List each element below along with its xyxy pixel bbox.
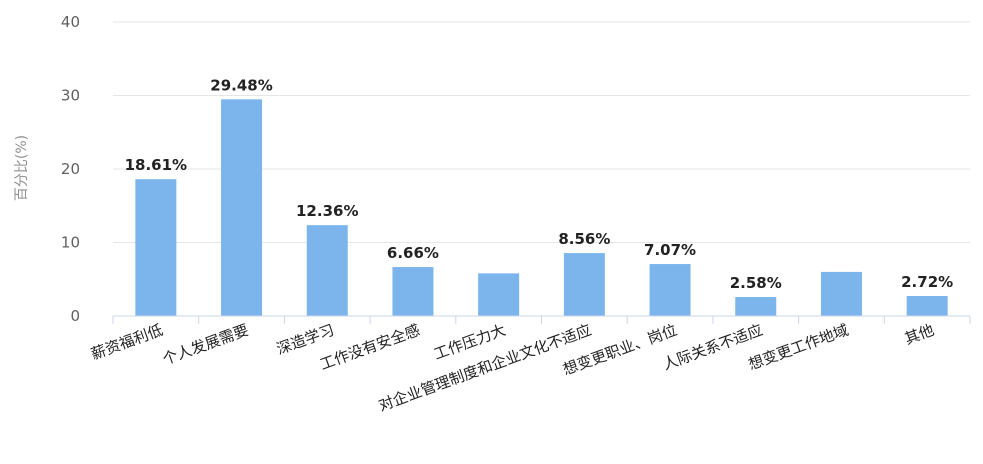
bar [306, 225, 348, 316]
x-category-label: 其他 [902, 321, 936, 348]
data-label: 8.56% [558, 230, 610, 248]
bar [649, 264, 691, 316]
data-label: 12.36% [296, 202, 358, 220]
bars [135, 99, 948, 317]
bar [906, 296, 948, 316]
data-labels: 18.61% 29.48% 12.36% 6.66% 8.56% 7.07% 2.58% 2.… [125, 76, 954, 292]
y-tick-label: 20 [61, 160, 80, 178]
bar [478, 273, 520, 316]
data-label: 7.07% [644, 241, 696, 259]
data-label: 2.72% [901, 273, 953, 291]
bar [135, 179, 177, 316]
data-label: 18.61% [125, 156, 187, 174]
y-axis-label: 百分比(%) [14, 135, 30, 201]
y-tick-label: 0 [70, 307, 80, 325]
bar [820, 271, 862, 316]
bar [392, 267, 434, 316]
y-axis-ticks: 0 10 20 30 40 [61, 13, 80, 325]
y-tick-label: 30 [61, 87, 80, 105]
data-label: 6.66% [387, 244, 439, 262]
x-category-label: 薪资福利低 [89, 321, 166, 364]
data-label: 29.48% [210, 76, 272, 94]
bar [563, 253, 605, 316]
y-tick-label: 40 [61, 13, 80, 31]
bar [221, 99, 263, 317]
bar [735, 297, 777, 316]
x-category-label: 个人发展需要 [160, 321, 251, 369]
data-label: 2.58% [730, 274, 782, 292]
y-tick-label: 10 [61, 234, 80, 252]
